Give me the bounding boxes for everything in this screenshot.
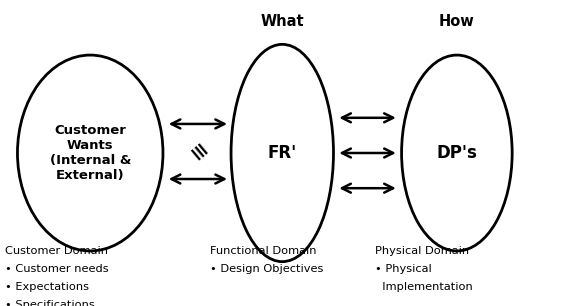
Text: What: What <box>261 14 304 29</box>
Text: • Specifications: • Specifications <box>5 300 94 306</box>
Text: • Design Objectives: • Design Objectives <box>210 264 323 274</box>
Text: Customer
Wants
(Internal &
External): Customer Wants (Internal & External) <box>49 124 131 182</box>
Text: Physical Domain: Physical Domain <box>375 246 470 256</box>
Text: • Physical: • Physical <box>375 264 432 274</box>
Text: How: How <box>439 14 475 29</box>
Text: Customer Domain: Customer Domain <box>5 246 108 256</box>
Text: Implementation: Implementation <box>375 282 473 292</box>
Text: ≡: ≡ <box>184 140 211 166</box>
Text: Functional Domain: Functional Domain <box>210 246 316 256</box>
Text: FR': FR' <box>268 144 297 162</box>
Text: DP's: DP's <box>436 144 477 162</box>
Text: • Customer needs: • Customer needs <box>5 264 108 274</box>
Text: • Expectations: • Expectations <box>5 282 88 292</box>
